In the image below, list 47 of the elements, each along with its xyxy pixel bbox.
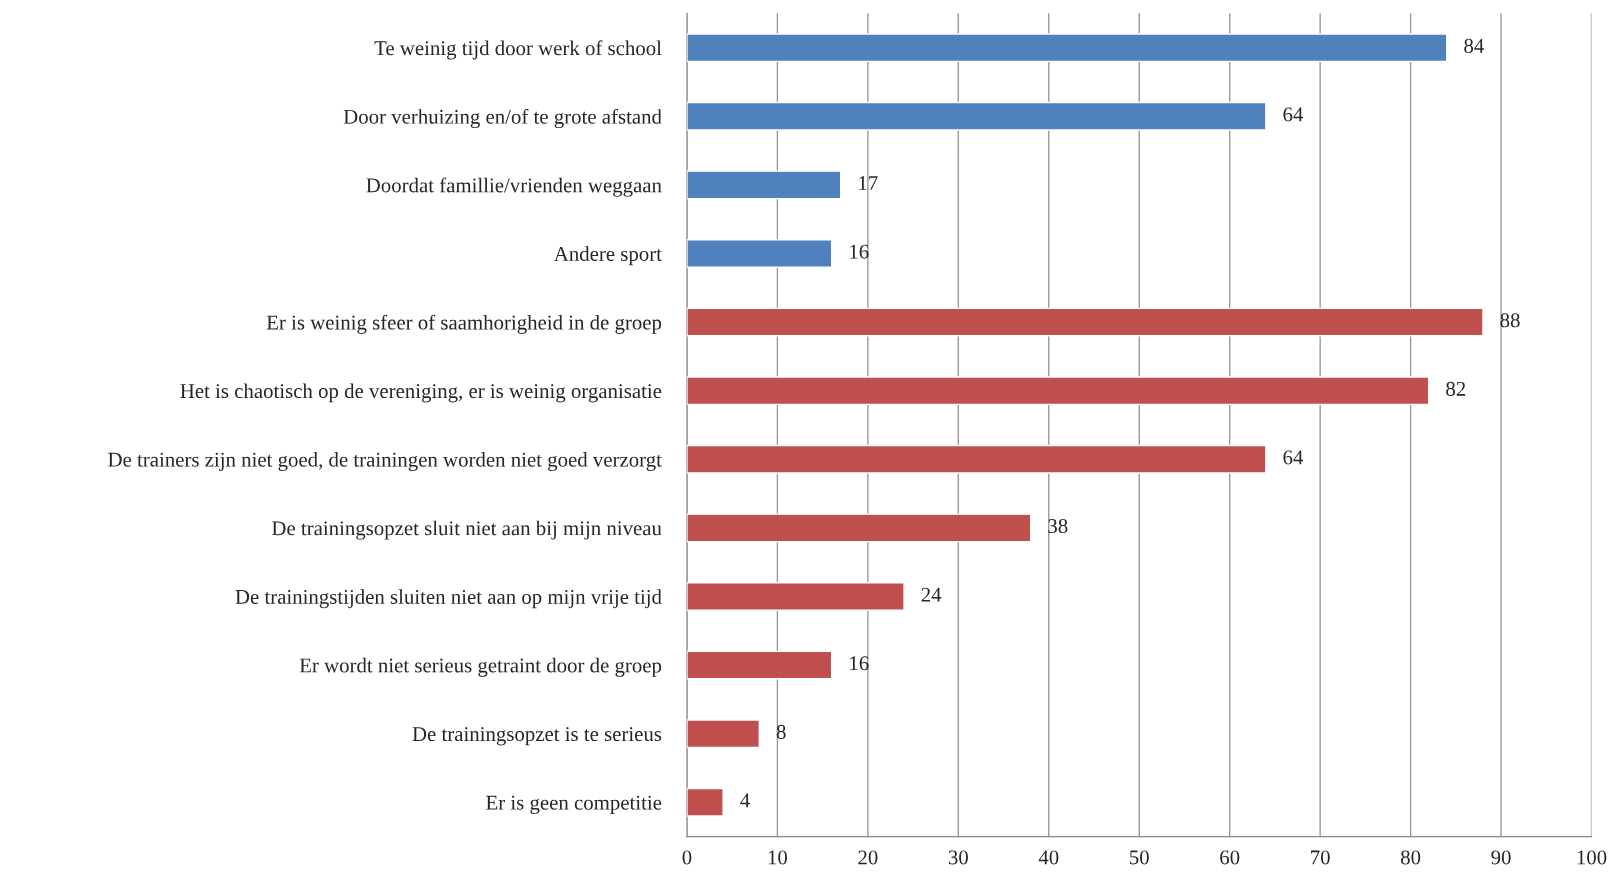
y-tick-label: De trainers zijn niet goed, de trainingen worden niet goed verzorgt — [108, 452, 662, 471]
x-tick-label: 10 — [768, 850, 788, 865]
data-label: 84 — [1464, 38, 1484, 53]
data-label: 82 — [1446, 381, 1466, 396]
bar — [686, 650, 833, 680]
data-label: 38 — [1048, 519, 1068, 534]
y-tick-label: Er is weinig sfeer of saamhorigheid in de groep — [266, 314, 662, 334]
y-tick-label: Er wordt niet serieus getraint door de groep — [299, 657, 662, 677]
bar — [686, 787, 724, 817]
bar — [686, 444, 1267, 474]
data-label: 64 — [1283, 107, 1304, 122]
bar — [686, 582, 905, 611]
y-tick-label: De trainingsopzet is te serieus — [412, 727, 662, 746]
x-tick-label: 0 — [682, 850, 692, 865]
data-label: 16 — [850, 656, 869, 671]
y-tick-label: Andere sport — [553, 246, 662, 266]
data-label: 88 — [1500, 313, 1520, 328]
data-label: 8 — [776, 724, 786, 739]
x-tick-label: 20 — [858, 850, 878, 865]
x-tick-label: 60 — [1220, 850, 1240, 865]
x-tick-label: 80 — [1400, 850, 1421, 865]
data-label: 4 — [740, 793, 750, 808]
bar — [686, 170, 842, 200]
data-label: 64 — [1283, 450, 1304, 465]
y-tick-label: De trainingstijden sluiten niet aan op mijn vrije tijd — [235, 589, 662, 609]
bar — [686, 101, 1267, 131]
bar — [686, 239, 833, 268]
y-tick-label: Door verhuizing en/of te grote afstand — [343, 108, 662, 129]
x-tick-label: 100 — [1577, 850, 1607, 865]
bar — [686, 307, 1484, 337]
data-label: 24 — [921, 587, 942, 602]
bar — [686, 719, 761, 749]
y-tick-label: Er is geen competitie — [486, 795, 662, 814]
y-tick-label: Doordat famillie/vrienden weggaan — [366, 177, 662, 197]
x-tick-label: 30 — [948, 850, 968, 865]
y-tick-label: Het is chaotisch op de vereniging, er is weinig organisatie — [180, 383, 662, 403]
x-tick-label: 50 — [1130, 850, 1149, 865]
x-tick-label: 70 — [1311, 850, 1330, 865]
y-tick-label: Te weinig tijd door werk of school — [374, 40, 662, 60]
bar — [686, 33, 1448, 63]
y-tick-label: De trainingsopzet sluit niet aan bij mijn niveau — [272, 520, 662, 540]
data-label: 16 — [850, 244, 869, 259]
bar — [686, 376, 1430, 406]
x-tick-label: 40 — [1038, 850, 1059, 865]
x-tick-label: 90 — [1491, 850, 1511, 865]
data-label: 17 — [859, 176, 878, 190]
bar — [686, 513, 1032, 543]
